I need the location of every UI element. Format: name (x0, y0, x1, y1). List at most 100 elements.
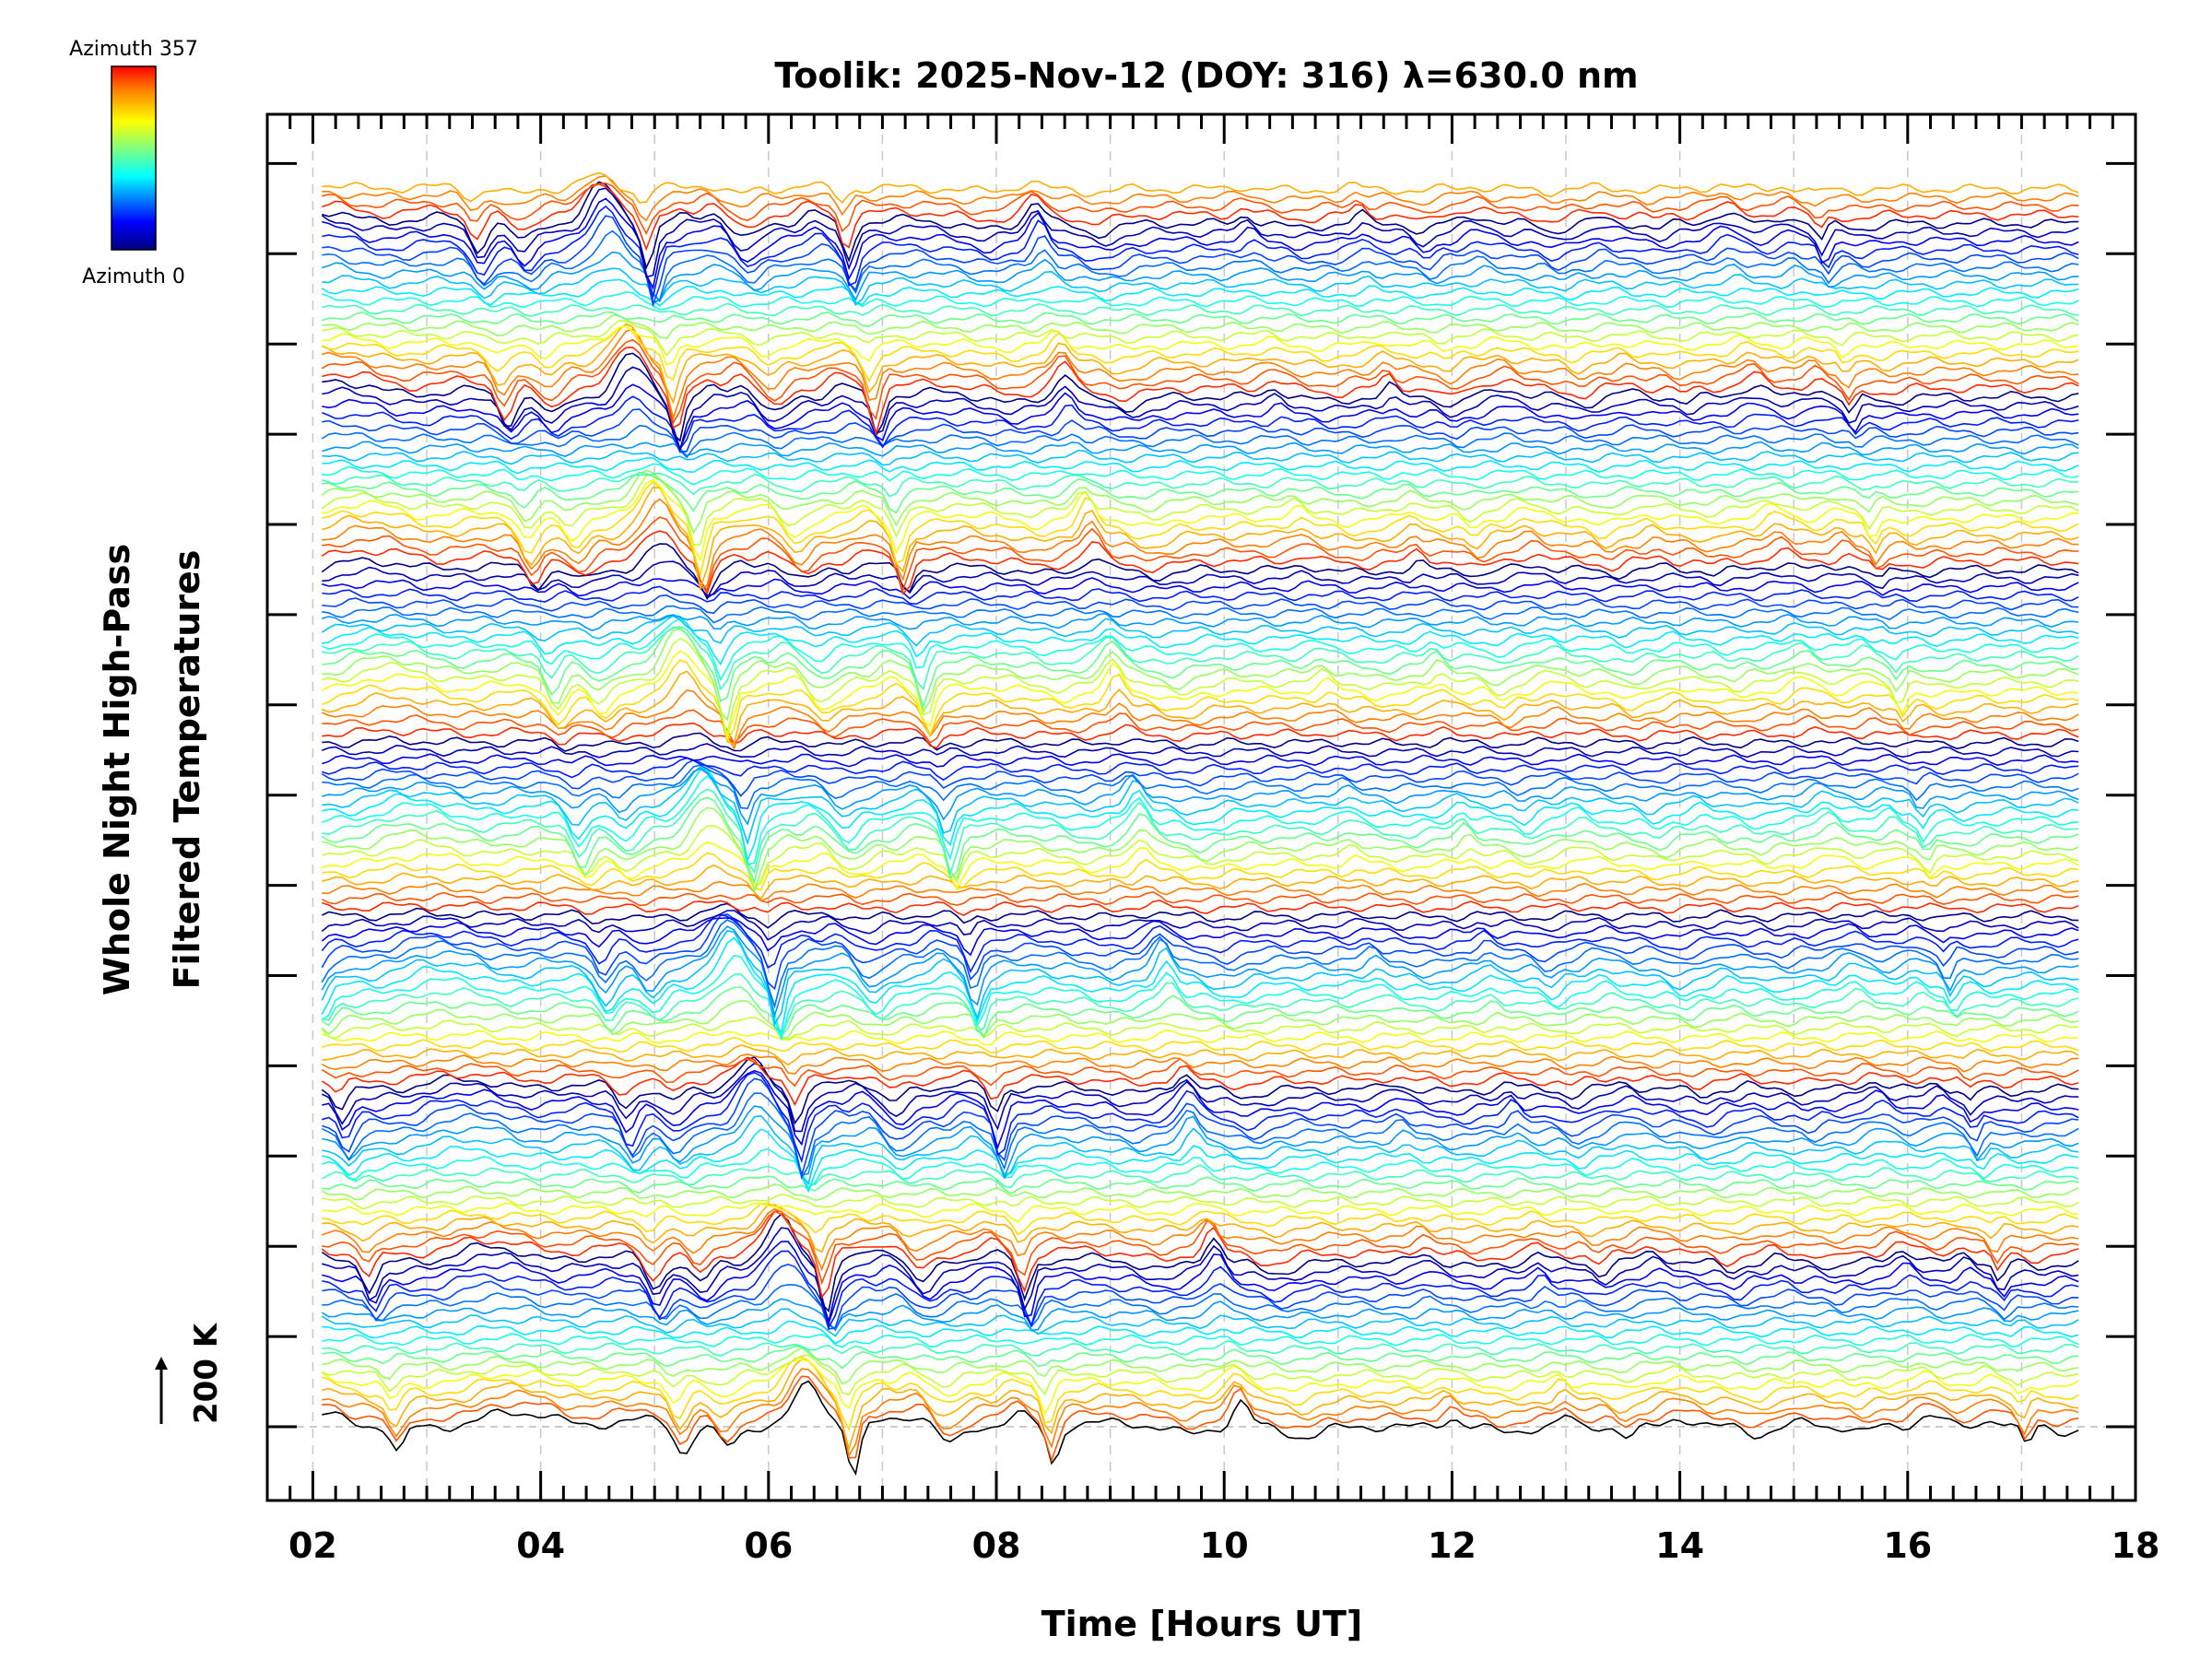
temperature-trace (322, 174, 2079, 222)
temperature-trace (322, 1175, 2079, 1195)
temperature-trace (322, 463, 2079, 486)
x-tick-label: 12 (1428, 1525, 1477, 1566)
temperature-trace (322, 766, 2079, 846)
temperature-trace (322, 841, 2079, 890)
temperature-trace (321, 473, 2079, 546)
temperature-trace (322, 516, 2079, 593)
temperature-trace (322, 577, 2079, 600)
temperature-trace (321, 925, 2079, 1018)
temperature-trace (322, 864, 2079, 900)
x-axis-label: Time [Hours UT] (1041, 1604, 1363, 1644)
temperature-trace (322, 659, 2079, 743)
temperature-trace (322, 1210, 2079, 1286)
temperature-trace (321, 986, 2079, 1039)
temperature-trace (321, 1359, 2079, 1417)
temperature-trace (321, 650, 2079, 740)
scale-bar: 200 K (155, 1322, 225, 1424)
temperature-traces (321, 171, 2079, 1477)
temperature-trace (322, 767, 2079, 863)
temperature-trace (322, 612, 2079, 631)
temperature-trace (322, 408, 2079, 453)
temperature-trace (322, 900, 2079, 916)
temperature-trace (322, 732, 2079, 752)
temperature-trace (322, 753, 2079, 768)
temperature-trace (322, 768, 2079, 826)
temperature-trace (322, 757, 2079, 782)
temperature-trace (321, 999, 2079, 1040)
temperature-trace (322, 395, 2079, 451)
temperature-trace (321, 1016, 2079, 1041)
temperature-trace (321, 929, 2079, 1027)
temperature-trace (322, 1077, 2079, 1179)
temperature-trace (322, 1202, 2079, 1223)
temperature-trace (321, 1308, 2079, 1337)
temperature-trace (322, 585, 2079, 606)
temperature-trace (321, 1056, 2079, 1107)
temperature-trace (322, 1375, 2079, 1463)
temperature-trace (322, 628, 2079, 722)
temperature-trace (322, 1029, 2079, 1046)
temperature-trace (322, 325, 2079, 367)
temperature-trace (321, 530, 2079, 595)
temperature-trace (322, 722, 2079, 749)
temperature-trace (322, 182, 2079, 236)
temperature-trace (322, 1264, 2079, 1331)
temperature-trace (322, 1241, 2079, 1326)
temperature-trace (321, 278, 2079, 307)
y-axis-label: Whole Night High-Pass Filtered Temperatu… (97, 544, 207, 995)
temperature-trace (322, 457, 2079, 475)
colorbar-bottom-label: Azimuth 0 (82, 265, 185, 288)
temperature-trace (321, 910, 2079, 941)
temperature-trace (322, 1147, 2079, 1190)
temperature-trace (321, 1055, 2079, 1125)
colorbar-gradient (111, 65, 157, 251)
temperature-trace (322, 498, 2079, 590)
temperature-trace (322, 637, 2079, 737)
temperature-trace (322, 1356, 2079, 1431)
temperature-trace (322, 1359, 2079, 1452)
y-axis-label-line1: Whole Night High-Pass (97, 544, 137, 995)
temperature-trace (322, 1204, 2079, 1253)
temperature-trace (322, 1114, 2079, 1185)
chart-title: Toolik: 2025-Nov-12 (DOY: 316) λ=630.0 n… (774, 55, 1638, 96)
temperature-trace (322, 605, 2079, 624)
temperature-trace (321, 543, 2079, 601)
temperature-trace (322, 171, 2079, 204)
temperature-trace (322, 1105, 2079, 1180)
temperature-trace (321, 1053, 2079, 1076)
temperature-trace (322, 806, 2079, 894)
temperature-trace (322, 1071, 2079, 1164)
temperature-trace (321, 424, 2079, 459)
temperature-trace (322, 366, 2079, 453)
temperature-trace (322, 383, 2079, 452)
temperature-trace (322, 1128, 2079, 1194)
temperature-trace (322, 743, 2079, 759)
temperature-trace (321, 919, 2079, 1009)
temperature-trace (321, 1058, 2079, 1088)
temperature-trace (321, 917, 2079, 957)
temperature-trace (322, 352, 2079, 442)
temperature-trace (322, 852, 2079, 891)
temperature-trace (322, 1333, 2079, 1348)
temperature-trace (322, 1250, 2079, 1330)
temperature-trace (322, 472, 2079, 498)
temperature-trace (321, 890, 2079, 907)
x-tick-label: 16 (1883, 1525, 1932, 1566)
temperature-trace (322, 1202, 2079, 1236)
temperature-trace (322, 618, 2079, 682)
temperature-trace (321, 796, 2079, 885)
temperature-trace (322, 319, 2079, 357)
temperature-trace (322, 709, 2079, 746)
temperature-trace (321, 1354, 2079, 1396)
temperature-trace (322, 1380, 2079, 1477)
x-tick-label: 14 (1655, 1525, 1704, 1566)
temperature-trace (321, 689, 2079, 750)
temperature-trace (322, 197, 2079, 290)
temperature-trace (322, 182, 2079, 252)
temperature-trace (322, 302, 2079, 317)
temperature-trace (321, 913, 2079, 974)
temperature-trace (322, 215, 2079, 308)
temperature-trace (322, 1320, 2079, 1345)
x-tick-label: 02 (288, 1525, 337, 1566)
